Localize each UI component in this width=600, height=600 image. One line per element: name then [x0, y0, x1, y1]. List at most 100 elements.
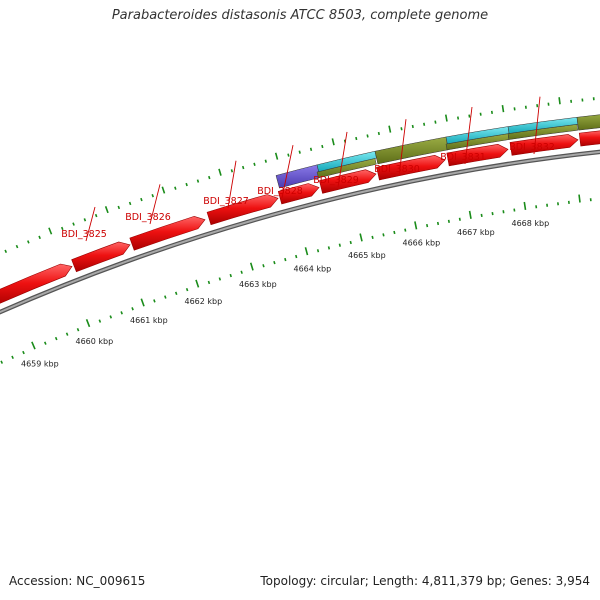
outer-tick	[218, 168, 222, 176]
outer-tick	[104, 206, 109, 214]
outer-tick	[388, 125, 392, 133]
gene-label-bdi-3829[interactable]: BDI_3829	[313, 175, 359, 186]
scale-minor-tick	[273, 260, 276, 265]
scale-minor-tick	[98, 319, 102, 323]
outer-tick	[468, 114, 471, 118]
cds-arrow-4	[206, 194, 279, 226]
scale-major-tick	[85, 319, 91, 328]
outer-tick	[321, 144, 324, 149]
scale-major-tick	[468, 210, 472, 219]
scale-major-tick	[140, 298, 145, 307]
scale-label: 4662 kbp	[185, 297, 223, 306]
gene-leader-line	[464, 106, 473, 165]
outer-tick	[411, 124, 414, 129]
outer-tick	[558, 97, 561, 105]
scale-minor-tick	[207, 280, 211, 285]
scale-major-tick	[523, 201, 527, 211]
cds-arrow-5	[277, 183, 320, 205]
outer-tick	[208, 175, 211, 180]
scale-minor-tick	[382, 233, 385, 237]
cds-arrow-3	[129, 216, 206, 251]
scale-minor-tick	[404, 228, 407, 232]
outer-tick	[377, 131, 380, 136]
scale-minor-tick	[218, 277, 222, 281]
map-title: Parabacteroides distasonis ATCC 8503, co…	[111, 8, 489, 23]
accession-text: Accession: NC_009615	[9, 574, 146, 588]
outer-tick	[196, 179, 200, 183]
outer-tick	[400, 127, 403, 131]
topology-text: Topology: circular; Length: 4,811,379 bp…	[260, 574, 590, 588]
scale-minor-tick	[338, 243, 341, 247]
cds-arrow-1	[0, 263, 73, 304]
scale-minor-tick	[174, 291, 178, 295]
outer-tick	[230, 169, 234, 173]
gene-label-bdi-3828[interactable]: BDI_3828	[257, 186, 303, 197]
gene-leader-line	[398, 119, 407, 177]
outer-tick	[434, 120, 437, 124]
gene-label-bdi-3832[interactable]: BDI_3832	[509, 142, 555, 153]
outer-tick	[72, 222, 75, 226]
outer-tick	[128, 201, 132, 206]
outer-tick	[331, 138, 335, 146]
scale-minor-tick	[22, 350, 25, 355]
outer-tick	[4, 249, 8, 254]
scale-label: 4664 kbp	[294, 265, 332, 274]
scale-major-tick	[578, 194, 581, 203]
outer-tick	[423, 122, 426, 126]
gene-label-bdi-3830[interactable]: BDI_3830	[374, 164, 420, 175]
scale-major-tick	[414, 221, 418, 230]
outer-tick	[444, 114, 448, 122]
outer-tick	[60, 226, 64, 231]
scale-minor-tick	[185, 287, 189, 292]
scale-minor-tick	[0, 360, 4, 364]
outer-tick	[253, 162, 256, 166]
outer-tick	[264, 159, 267, 163]
outer-tick	[83, 218, 87, 222]
outer-tick	[309, 147, 313, 151]
feature-block-olive-5	[576, 114, 600, 131]
genome-backbone-highlight	[0, 150, 600, 314]
tick-layer	[0, 97, 595, 364]
scale-minor-tick	[284, 257, 287, 262]
scale-label: 4661 kbp	[130, 316, 168, 325]
scale-minor-tick	[349, 240, 352, 245]
outer-tick	[287, 153, 290, 157]
scale-minor-tick	[131, 307, 134, 311]
scale-minor-tick	[436, 221, 440, 226]
gene-label-bdi-3827[interactable]: BDI_3827	[203, 196, 249, 207]
outer-tick	[117, 205, 121, 210]
gene-leader-line	[227, 160, 237, 209]
gene-leader-line	[149, 184, 161, 225]
outer-tick	[174, 186, 177, 190]
cds-arrow-9	[509, 134, 579, 156]
scale-minor-tick	[393, 230, 396, 235]
cds-arrow-2	[71, 241, 131, 273]
outer-tick	[38, 235, 41, 240]
scale-label: 4663 kbp	[239, 280, 277, 289]
outer-tick	[298, 150, 301, 154]
outer-tick	[140, 197, 143, 202]
scale-minor-tick	[327, 246, 331, 250]
gene-label-bdi-3826[interactable]: BDI_3826	[125, 212, 171, 223]
cds-arrow-7	[376, 155, 446, 181]
scale-major-tick	[31, 341, 36, 350]
outer-tick	[27, 240, 30, 244]
gene-label-bdi-3831[interactable]: BDI_3831	[440, 152, 486, 163]
outer-tick	[151, 194, 154, 198]
scale-minor-tick	[447, 219, 450, 223]
scale-minor-tick	[316, 249, 320, 253]
outer-tick	[48, 227, 53, 235]
scale-minor-tick	[371, 235, 374, 240]
scale-minor-tick	[76, 328, 80, 332]
scale-major-tick	[249, 262, 254, 271]
scale-minor-tick	[120, 311, 123, 315]
scale-label: 4667 kbp	[457, 228, 495, 237]
outer-tick	[501, 105, 505, 113]
scale-major-tick	[304, 247, 309, 256]
scale-label: 4668 kbp	[512, 219, 550, 228]
outer-tick	[94, 213, 98, 218]
scale-minor-tick	[295, 254, 298, 259]
gene-label-bdi-3825[interactable]: BDI_3825	[61, 229, 107, 240]
scale-minor-tick	[153, 299, 156, 303]
